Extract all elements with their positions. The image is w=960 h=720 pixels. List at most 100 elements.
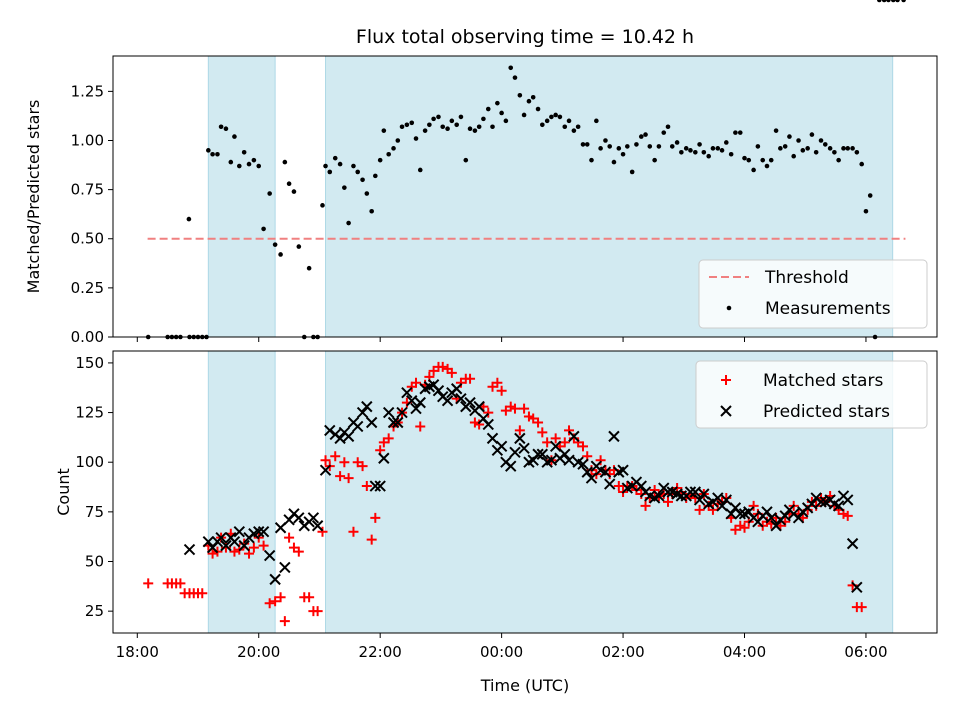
matched-point — [739, 522, 750, 533]
measurement-point — [584, 142, 590, 147]
measurement-point — [719, 148, 725, 153]
x-tick-label: 04:00 — [723, 643, 766, 661]
measurement-point — [399, 124, 405, 130]
x-tick-label: 22:00 — [359, 643, 402, 661]
y-tick-label: 1.25 — [71, 82, 104, 100]
matched-point — [707, 504, 718, 515]
predicted-point — [202, 535, 215, 548]
measurement-point — [674, 140, 680, 145]
predicted-point — [183, 543, 196, 556]
measurement-point — [246, 161, 252, 167]
predicted-point — [441, 394, 454, 407]
predicted-point — [455, 392, 467, 405]
predicted-point — [770, 520, 782, 532]
predicted-point — [608, 430, 620, 443]
predicted-point — [653, 490, 665, 502]
measurement-point — [598, 146, 603, 151]
measurement-point — [863, 208, 869, 214]
measurement-point — [346, 220, 351, 226]
measurement-point — [296, 244, 302, 249]
measurement-point — [369, 208, 374, 214]
predicted-point — [432, 385, 445, 397]
measurement-point — [575, 124, 581, 130]
plot-area — [143, 361, 867, 627]
predicted-point — [342, 430, 355, 443]
axes-frame — [112, 350, 938, 634]
predicted-point — [577, 458, 589, 470]
measurement-point — [320, 203, 325, 208]
plot-area — [145, 0, 906, 340]
matched-point — [550, 433, 561, 444]
measurement-point — [571, 128, 577, 133]
measurement-point — [549, 114, 554, 120]
predicted-point — [233, 526, 246, 538]
measurement-point — [832, 149, 837, 155]
matched-point — [207, 548, 218, 559]
measurement-point — [391, 146, 396, 151]
y-tick-label: 125 — [75, 404, 104, 422]
x-tick-label: 00:00 — [480, 643, 523, 661]
measurement-point — [859, 161, 865, 167]
measurement-point — [272, 242, 278, 247]
measurement-point — [206, 148, 211, 153]
measurement-point — [867, 193, 873, 198]
predicted-point — [514, 432, 526, 445]
predicted-point — [851, 581, 863, 594]
predicted-point — [263, 549, 276, 562]
matched-point — [411, 377, 422, 388]
matched-point — [564, 425, 575, 436]
measurement-point — [364, 191, 370, 196]
predicted-point — [365, 416, 378, 429]
y-tick-label: 0.25 — [71, 279, 104, 297]
matched-point — [312, 606, 323, 617]
predicted-point — [689, 486, 702, 498]
shaded-interval — [207, 55, 276, 338]
matched-point — [330, 451, 341, 462]
predicted-point — [238, 539, 250, 552]
measurement-point — [499, 110, 504, 116]
y-axis-label: Count — [54, 468, 73, 516]
measurement-point — [413, 136, 419, 141]
matched-point — [492, 377, 503, 388]
matched-point — [465, 373, 476, 384]
matched-point — [649, 485, 660, 496]
measurement-point — [683, 146, 689, 151]
measurement-point — [760, 157, 766, 163]
measurement-point — [241, 149, 247, 155]
legend-predicted-swatch — [720, 405, 732, 417]
measurement-point — [733, 130, 738, 135]
predicted-point — [319, 464, 332, 476]
measurement-point — [755, 144, 761, 149]
matched-point — [640, 500, 651, 511]
x-tick-label: 18:00 — [116, 643, 159, 661]
legend-measurement-label: Measurements — [765, 299, 891, 319]
matched-point — [264, 598, 275, 609]
matched-point — [514, 425, 525, 436]
predicted-point — [361, 400, 373, 413]
measurement-point — [261, 226, 266, 232]
measurement-point — [553, 112, 558, 118]
matched-point — [415, 421, 426, 432]
measurement-point — [764, 163, 770, 169]
matched-point — [537, 427, 548, 438]
measurement-point — [818, 138, 824, 143]
x-tick-label: 20:00 — [237, 643, 280, 661]
measurement-point — [697, 142, 702, 147]
predicted-point — [215, 531, 227, 544]
matched-point — [437, 361, 448, 372]
predicted-point — [563, 454, 575, 466]
top-panel: 0.00 0.25 0.50 0.75 1.00 1.25 Matched/Predicte… — [24, 0, 938, 346]
matched-point — [474, 419, 485, 430]
measurement-point — [742, 155, 747, 161]
x-axis-label: Time (UTC) — [480, 676, 569, 695]
matched-point — [248, 542, 259, 553]
predicted-point — [603, 478, 616, 490]
predicted-point — [559, 448, 571, 460]
predicted-point — [257, 526, 270, 538]
measurement-point — [458, 114, 464, 120]
measurement-point — [778, 146, 783, 151]
measurement-point — [656, 144, 662, 149]
predicted-point — [387, 416, 400, 429]
predicted-point — [378, 452, 390, 464]
